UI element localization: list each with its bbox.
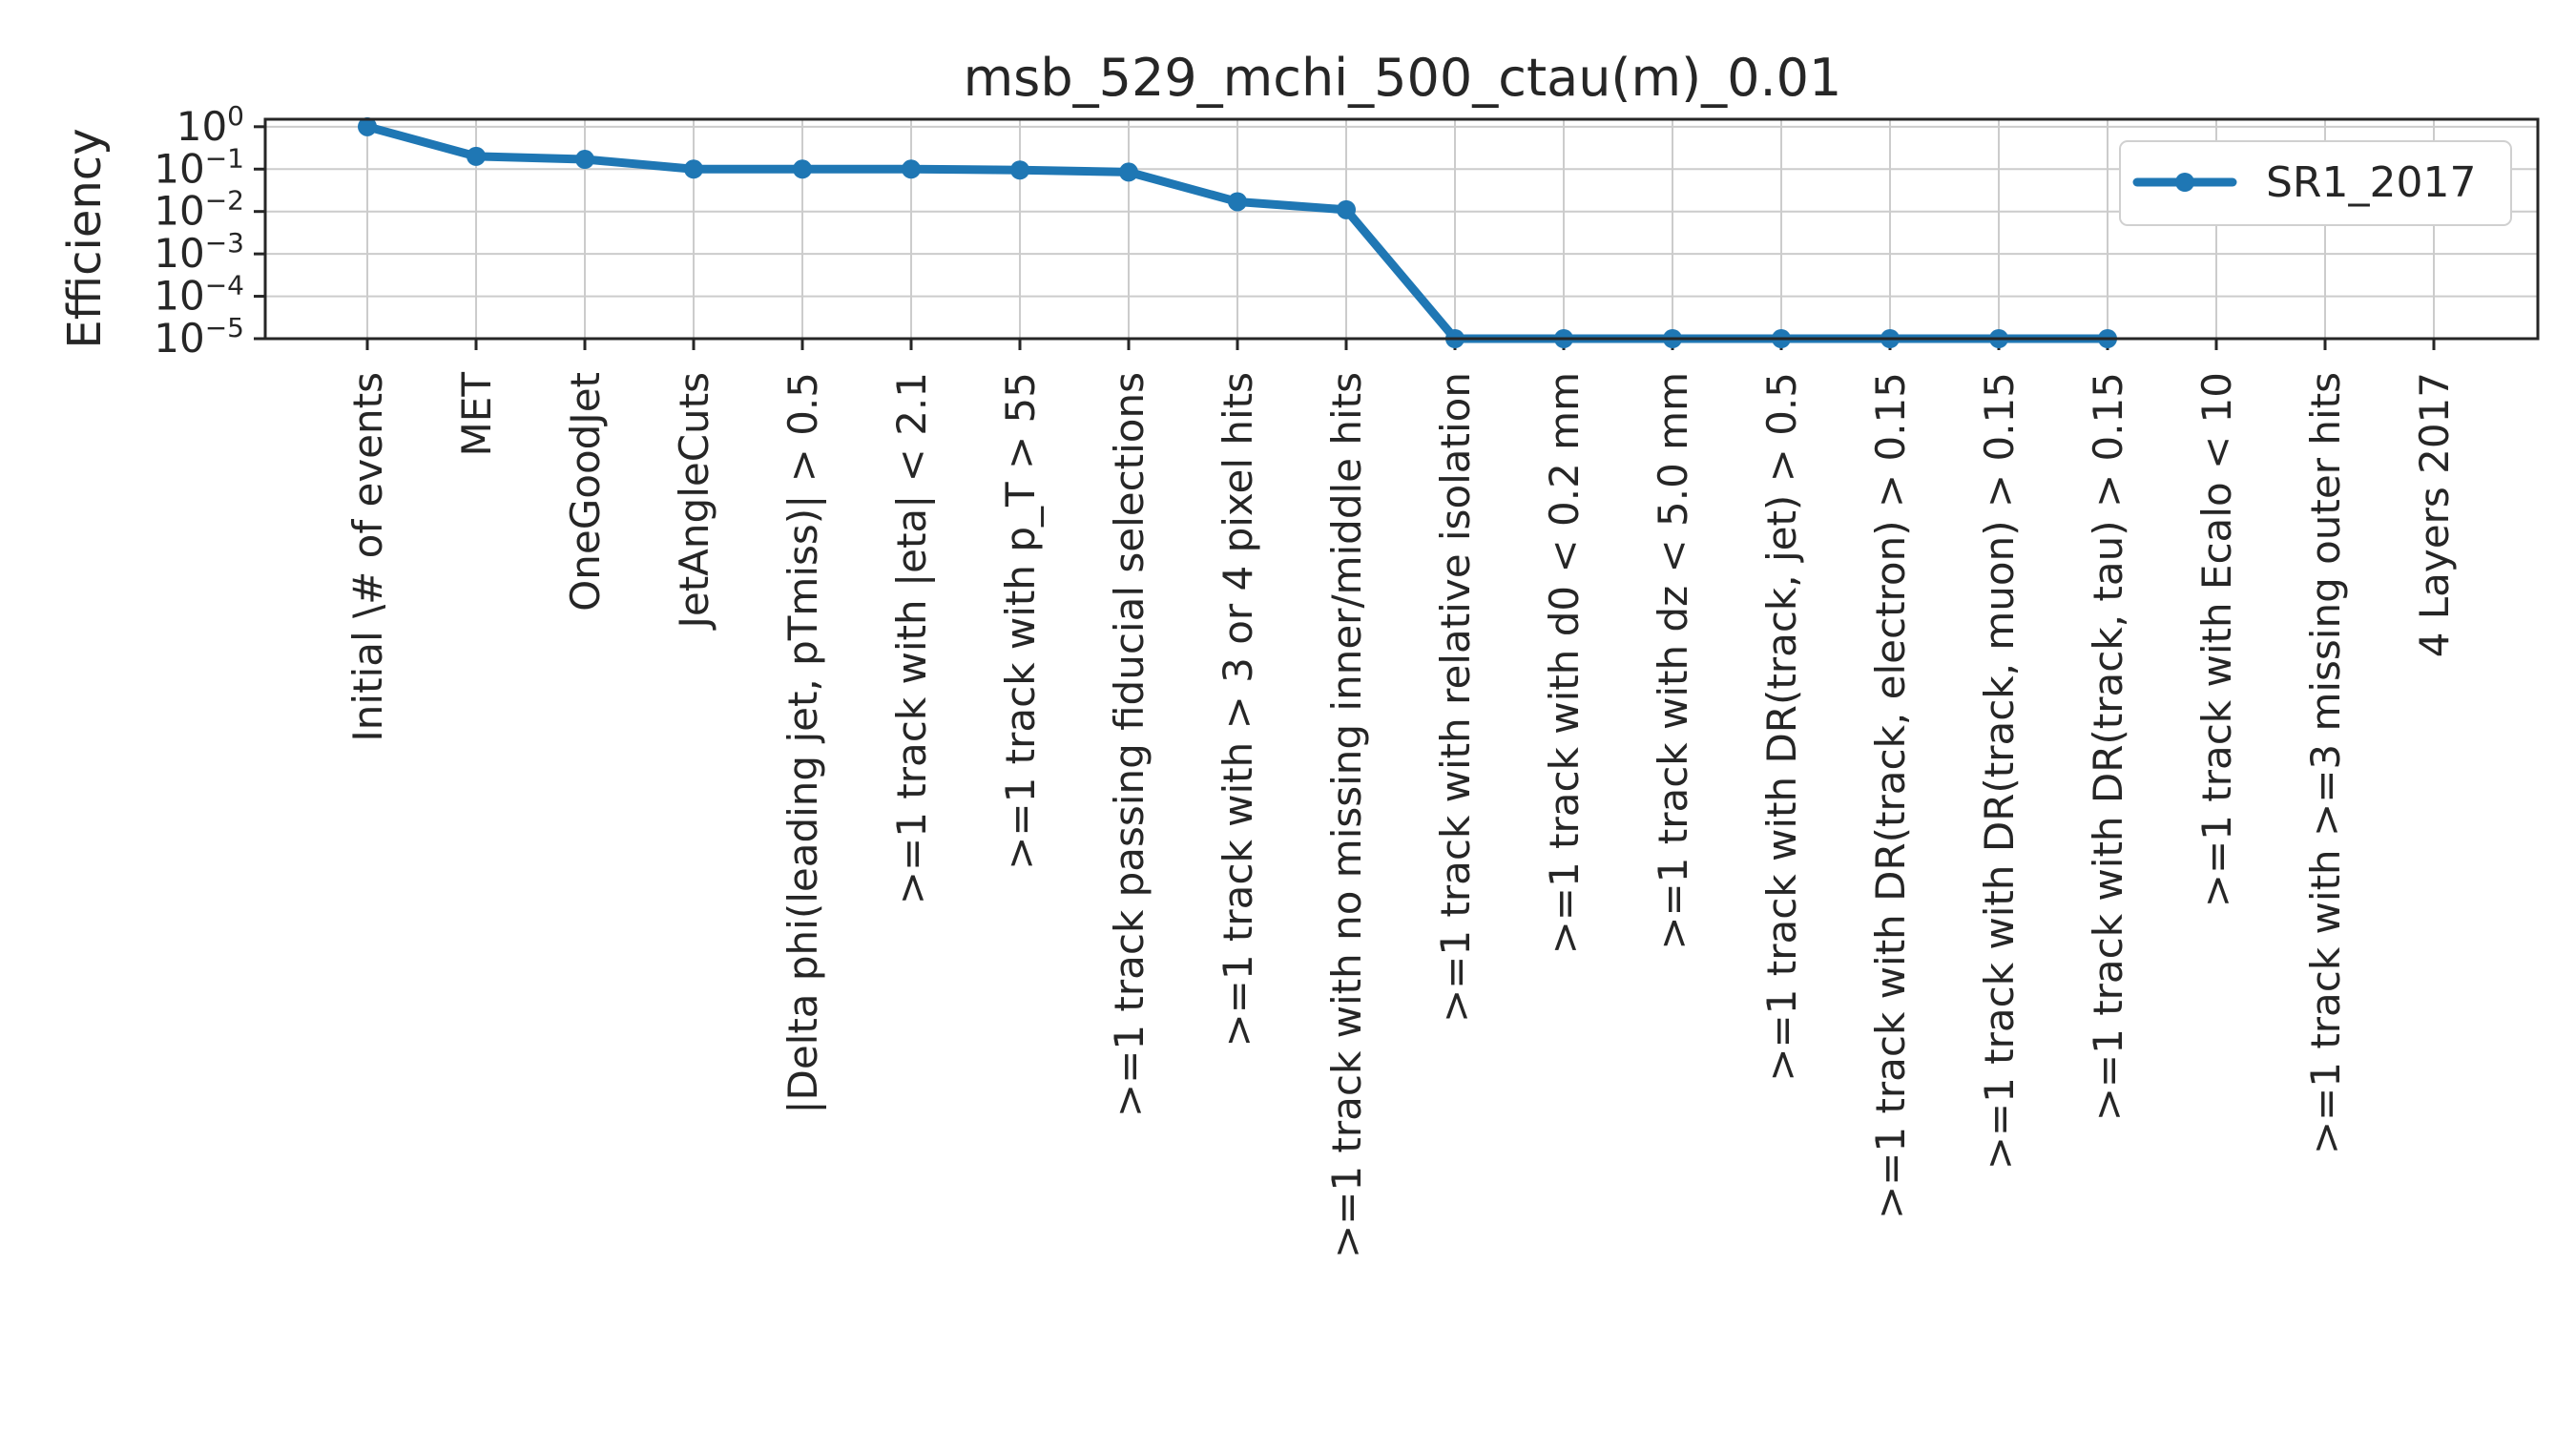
legend-box <box>2119 140 2512 226</box>
x-tick-label: >=1 track with dz < 5.0 mm <box>1650 372 1696 950</box>
y-tick-label: 10−1 <box>154 142 244 192</box>
data-point <box>358 116 377 136</box>
x-tick-label: >=1 track with Ecalo < 10 <box>2193 372 2240 907</box>
x-axis-ticks: Initial \# of events MET OneGoodJet JetAngl… <box>344 339 2458 1258</box>
y-tick-label: 10−3 <box>154 227 244 277</box>
x-tick-label: 4 Layers 2017 <box>2411 372 2458 657</box>
x-tick-label: >=1 track with >=3 missing outer hits <box>2302 372 2349 1154</box>
y-tick-label: 10−5 <box>154 312 244 362</box>
data-point <box>467 146 486 166</box>
data-point <box>575 150 594 170</box>
x-tick-label: >=1 track with relative isolation <box>1432 372 1479 1023</box>
y-tick-label: 100 <box>177 100 244 150</box>
chart-title: msb_529_mchi_500_ctau(m)_0.01 <box>964 48 1842 108</box>
x-tick-label: >=1 track with DR(track, muon) > 0.15 <box>1976 372 2023 1170</box>
y-tick-label: 10−4 <box>154 270 244 320</box>
x-tick-label: >=1 track with > 3 or 4 pixel hits <box>1215 372 1261 1047</box>
x-tick-label: >=1 track with DR(track, electron) > 0.1… <box>1867 372 1914 1219</box>
x-tick-label: JetAngleCuts <box>671 372 717 632</box>
data-point <box>1228 192 1247 212</box>
x-tick-label: >=1 track with |eta| < 2.1 <box>888 372 935 904</box>
legend: SR1_2017 <box>2119 140 2512 226</box>
x-tick-label: Initial \# of events <box>344 372 391 742</box>
data-point <box>793 159 812 179</box>
x-tick-label: |Delta phi(leading jet, pTmiss)| > 0.5 <box>779 372 826 1114</box>
legend-marker <box>2175 173 2194 192</box>
legend-label: SR1_2017 <box>2266 158 2476 207</box>
y-axis-label: Efficiency <box>58 128 112 348</box>
data-point <box>1010 160 1029 180</box>
data-point <box>1337 199 1356 219</box>
y-tick-label: 10−2 <box>154 185 244 235</box>
x-tick-label: >=1 track with d0 < 0.2 mm <box>1541 372 1588 954</box>
x-tick-label: >=1 track with no missing inner/middle h… <box>1323 372 1370 1258</box>
x-tick-label: >=1 track with DR(track, jet) > 0.5 <box>1758 372 1805 1082</box>
plot-frame <box>263 117 2540 341</box>
data-point <box>684 159 703 179</box>
x-tick-label: >=1 track with DR(track, tau) > 0.15 <box>2085 372 2131 1121</box>
x-tick-label: >=1 track with p_T > 55 <box>997 372 1044 870</box>
data-point <box>1119 162 1138 182</box>
data-point <box>902 159 921 179</box>
x-tick-label: OneGoodJet <box>562 372 609 612</box>
x-tick-label: MET <box>453 372 500 457</box>
x-tick-label: >=1 track passing fiducial selections <box>1106 372 1153 1117</box>
